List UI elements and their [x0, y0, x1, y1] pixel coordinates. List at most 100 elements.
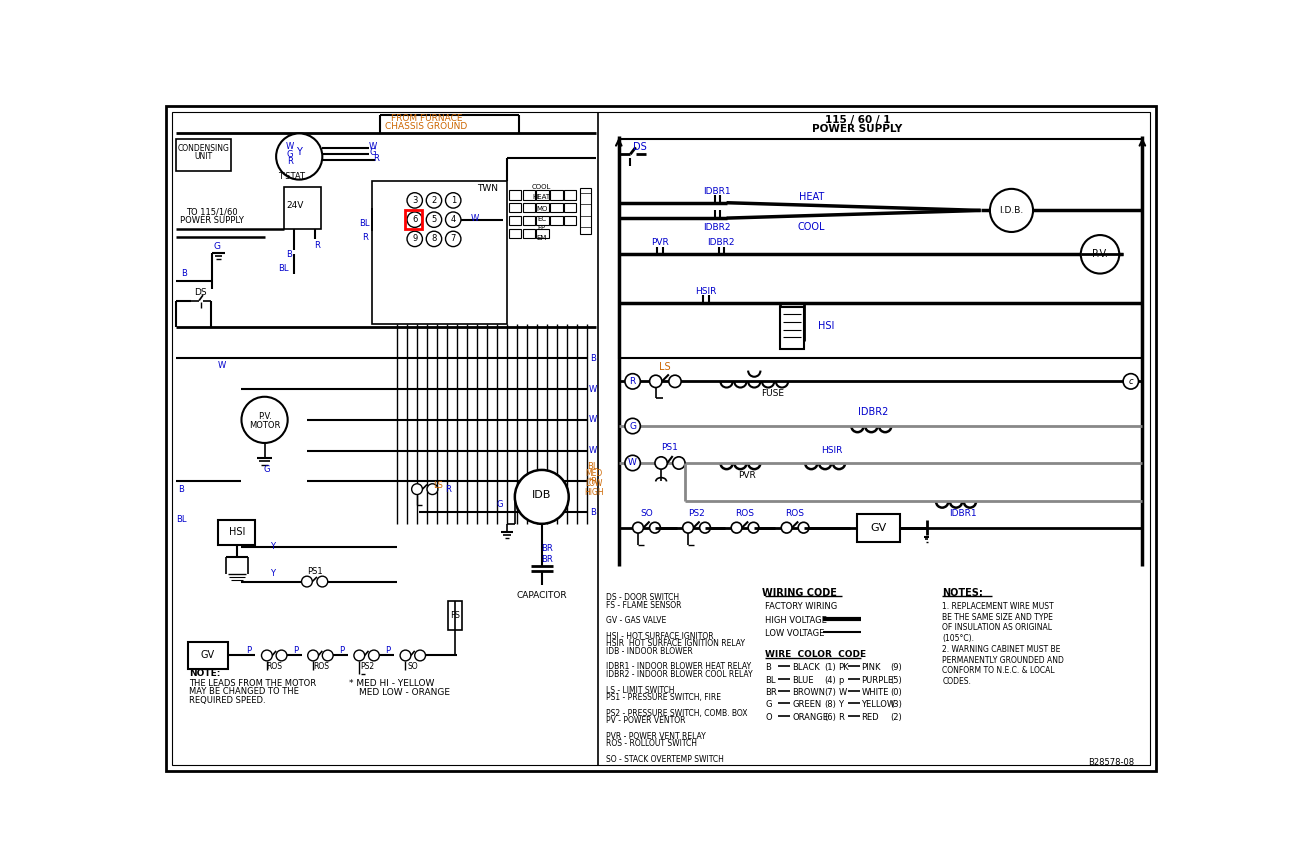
Text: THE LEADS FROM THE MOTOR: THE LEADS FROM THE MOTOR — [190, 679, 316, 687]
Text: IDBR2: IDBR2 — [703, 223, 731, 232]
Circle shape — [782, 523, 792, 533]
Text: IDBR2: IDBR2 — [858, 407, 888, 418]
Text: BL: BL — [360, 219, 370, 228]
Text: W: W — [628, 458, 637, 468]
Circle shape — [408, 212, 422, 227]
Text: W: W — [588, 446, 597, 455]
Bar — [522, 216, 535, 225]
Circle shape — [624, 373, 640, 389]
Bar — [405, 210, 422, 229]
Text: B: B — [178, 484, 184, 494]
Text: DS - DOOR SWITCH: DS - DOOR SWITCH — [606, 593, 680, 602]
Text: ROS - ROLLOUT SWITCH: ROS - ROLLOUT SWITCH — [606, 740, 698, 748]
Text: PURPLE: PURPLE — [862, 675, 894, 685]
Text: (0): (0) — [890, 688, 902, 697]
Circle shape — [445, 193, 461, 208]
Text: ROS: ROS — [786, 510, 805, 518]
Circle shape — [1081, 235, 1120, 273]
Circle shape — [748, 523, 759, 533]
Text: 2: 2 — [431, 196, 436, 205]
Text: W: W — [588, 385, 597, 393]
Text: B: B — [765, 663, 771, 673]
Circle shape — [1124, 373, 1139, 389]
Circle shape — [353, 650, 365, 661]
Text: (7): (7) — [824, 688, 836, 697]
Text: (6): (6) — [824, 713, 836, 721]
Bar — [187, 641, 227, 669]
Text: W: W — [368, 142, 377, 151]
Bar — [508, 229, 521, 238]
Bar — [564, 216, 577, 225]
Text: SO: SO — [408, 661, 418, 671]
Text: NOTES:: NOTES: — [942, 589, 983, 598]
Text: R: R — [288, 157, 293, 167]
Circle shape — [668, 375, 681, 387]
Text: DS: DS — [195, 288, 206, 298]
Text: 9: 9 — [412, 234, 418, 243]
Text: PV - POWER VENTOR: PV - POWER VENTOR — [606, 716, 686, 726]
Bar — [522, 229, 535, 238]
Text: 1: 1 — [450, 196, 455, 205]
Bar — [551, 203, 562, 212]
Bar — [537, 216, 548, 225]
Text: G: G — [497, 500, 503, 509]
Text: W: W — [838, 688, 846, 697]
Bar — [858, 514, 900, 542]
Text: ROS: ROS — [735, 510, 755, 518]
Bar — [537, 203, 548, 212]
Text: HIGH VOLTAGE: HIGH VOLTAGE — [765, 615, 827, 625]
Circle shape — [699, 523, 711, 533]
Circle shape — [445, 212, 461, 227]
Circle shape — [302, 576, 312, 587]
Text: 1. REPLACEMENT WIRE MUST
BE THE SAME SIZE AND TYPE
OF INSULATION AS ORIGINAL
(10: 1. REPLACEMENT WIRE MUST BE THE SAME SIZ… — [942, 602, 1054, 642]
Circle shape — [369, 650, 379, 661]
Text: HSIR: HSIR — [695, 286, 716, 296]
Text: T'STAT: T'STAT — [279, 172, 304, 181]
Circle shape — [241, 397, 288, 443]
Bar — [508, 190, 521, 200]
Text: IDBR1 - INDOOR BLOWER HEAT RELAY: IDBR1 - INDOOR BLOWER HEAT RELAY — [606, 662, 752, 672]
Text: LS: LS — [659, 363, 671, 372]
Circle shape — [650, 523, 660, 533]
Text: *R: *R — [587, 477, 597, 486]
Text: IDBR1: IDBR1 — [949, 510, 977, 518]
Bar — [537, 229, 548, 238]
Text: 4: 4 — [450, 215, 455, 224]
Text: UNIT: UNIT — [195, 152, 213, 161]
Text: PS2: PS2 — [360, 661, 374, 671]
Bar — [551, 216, 562, 225]
Text: PS2: PS2 — [688, 510, 704, 518]
Text: LS: LS — [433, 481, 442, 490]
Text: IDBR2: IDBR2 — [707, 238, 735, 247]
Text: G: G — [286, 149, 293, 159]
Text: R: R — [373, 155, 379, 163]
Text: R: R — [313, 240, 320, 250]
Text: PVR: PVR — [738, 470, 756, 480]
Text: MOTOR: MOTOR — [249, 421, 280, 430]
Text: LS - LIMIT SWITCH: LS - LIMIT SWITCH — [606, 686, 675, 694]
Text: 2. WARNING CABINET MUST BE
PERMANENTLY GROUNDED AND
CONFORM TO N.E.C. & LOCAL
CO: 2. WARNING CABINET MUST BE PERMANENTLY G… — [942, 646, 1064, 686]
Text: O: O — [765, 713, 771, 721]
Text: P: P — [293, 646, 298, 654]
Text: PS1: PS1 — [662, 443, 679, 452]
Text: HSI: HSI — [228, 527, 245, 537]
Text: B: B — [286, 250, 292, 259]
Text: (3): (3) — [890, 700, 903, 709]
Text: (2): (2) — [890, 713, 902, 721]
Text: POWER SUPPLY: POWER SUPPLY — [813, 124, 903, 134]
Text: PS1 - PRESSURE SWITCH, FIRE: PS1 - PRESSURE SWITCH, FIRE — [606, 694, 721, 702]
Circle shape — [412, 483, 422, 495]
Circle shape — [731, 523, 742, 533]
Text: PS2 - PRESSURE SWITCH, COMB. BOX: PS2 - PRESSURE SWITCH, COMB. BOX — [606, 708, 748, 718]
Text: WHITE: WHITE — [862, 688, 889, 697]
Text: BR: BR — [765, 688, 777, 697]
Text: Y: Y — [838, 700, 844, 709]
Bar — [508, 203, 521, 212]
Text: BR: BR — [542, 556, 553, 564]
Text: IDB: IDB — [531, 490, 551, 500]
Text: WIRE  COLOR  CODE: WIRE COLOR CODE — [765, 650, 866, 659]
Text: (4): (4) — [824, 675, 836, 685]
Text: W: W — [286, 142, 294, 151]
Text: EC: EC — [537, 216, 547, 222]
Text: PS1: PS1 — [307, 567, 322, 576]
